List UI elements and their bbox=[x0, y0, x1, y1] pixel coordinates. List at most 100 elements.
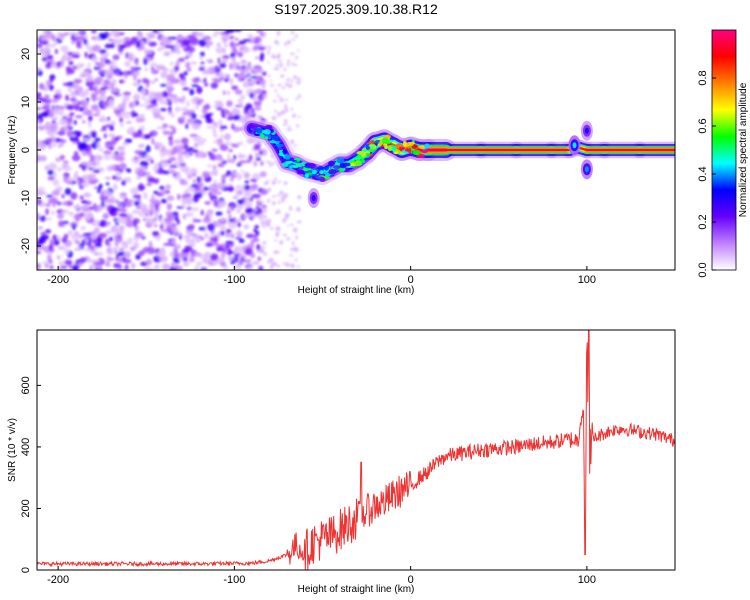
noise-cell bbox=[67, 124, 71, 130]
noise-cell bbox=[46, 44, 56, 47]
noise-cell bbox=[234, 89, 243, 95]
noise-cell bbox=[125, 52, 129, 59]
noise-cell bbox=[216, 42, 221, 47]
noise-cell bbox=[196, 86, 203, 94]
noise-cell bbox=[126, 127, 135, 134]
noise-cell bbox=[48, 162, 57, 170]
noise-cell bbox=[192, 235, 196, 242]
noise-cell bbox=[228, 149, 233, 153]
noise-cell bbox=[213, 104, 220, 109]
noise-cell bbox=[277, 42, 280, 45]
ridge-cell bbox=[365, 144, 370, 150]
noise-cell bbox=[55, 157, 61, 162]
noise-cell bbox=[77, 90, 86, 97]
noise-cell bbox=[277, 93, 279, 98]
noise-cell bbox=[172, 127, 177, 135]
noise-cell bbox=[79, 143, 88, 151]
noise-cell bbox=[154, 144, 160, 150]
noise-cell bbox=[233, 114, 241, 121]
noise-cell bbox=[284, 41, 287, 47]
noise-cell bbox=[98, 183, 103, 189]
noise-cell bbox=[262, 94, 267, 99]
blob-mark bbox=[584, 127, 589, 134]
noise-cell bbox=[254, 105, 262, 111]
noise-cell bbox=[173, 174, 177, 177]
noise-cell bbox=[273, 250, 278, 255]
noise-cell bbox=[90, 155, 94, 163]
noise-cell bbox=[112, 54, 120, 61]
noise-cell bbox=[259, 188, 268, 195]
noise-cell bbox=[282, 86, 285, 90]
noise-cell bbox=[261, 222, 267, 228]
noise-cell bbox=[286, 224, 289, 227]
noise-cell bbox=[124, 60, 131, 67]
noise-cell bbox=[91, 141, 99, 149]
noise-cell bbox=[61, 193, 65, 199]
spectrogram-y-label: Frequency (Hz) bbox=[7, 116, 18, 185]
noise-cell bbox=[73, 120, 77, 125]
noise-cell bbox=[243, 38, 251, 42]
noise-cell bbox=[170, 170, 177, 175]
noise-cell bbox=[135, 41, 141, 48]
noise-cell bbox=[267, 187, 272, 193]
noise-cell bbox=[234, 246, 238, 253]
noise-cell bbox=[222, 37, 227, 45]
noise-cell bbox=[97, 62, 106, 68]
noise-cell bbox=[196, 261, 202, 266]
noise-cell bbox=[41, 40, 48, 46]
ridge-cell bbox=[299, 170, 305, 175]
noise-cell bbox=[45, 165, 49, 171]
noise-cell bbox=[213, 199, 219, 207]
noise-cell bbox=[195, 239, 201, 243]
noise-cell bbox=[272, 161, 275, 166]
noise-cell bbox=[64, 248, 70, 255]
noise-cell bbox=[242, 46, 250, 54]
noise-cell bbox=[45, 217, 53, 221]
noise-cell bbox=[37, 250, 42, 255]
noise-cell bbox=[73, 213, 82, 221]
noise-cell bbox=[216, 107, 223, 111]
noise-cell bbox=[260, 148, 268, 156]
ridge-cell bbox=[399, 146, 405, 151]
x-tick-label: 0 bbox=[408, 274, 414, 286]
noise-cell bbox=[261, 85, 266, 89]
noise-cell bbox=[295, 124, 300, 128]
noise-cell bbox=[110, 79, 117, 84]
noise-cell bbox=[247, 207, 253, 212]
noise-cell bbox=[202, 257, 211, 264]
figure-title: S197.2025.309.10.38.R12 bbox=[274, 1, 438, 17]
noise-cell bbox=[189, 242, 196, 248]
y-tick-label: 200 bbox=[20, 499, 32, 517]
noise-cell bbox=[298, 194, 301, 200]
noise-cell bbox=[259, 220, 268, 224]
noise-cell bbox=[37, 189, 43, 196]
noise-cell bbox=[150, 159, 154, 164]
noise-cell bbox=[66, 68, 75, 75]
snr-x-ticks: -200 -100 0 100 bbox=[47, 566, 596, 586]
noise-cell bbox=[134, 150, 144, 155]
noise-cell bbox=[291, 62, 295, 66]
noise-cell bbox=[105, 182, 110, 186]
noise-cell bbox=[69, 136, 79, 142]
noise-cell bbox=[245, 103, 253, 110]
noise-cell bbox=[245, 70, 250, 75]
noise-cell bbox=[160, 71, 168, 79]
noise-cell bbox=[284, 215, 288, 220]
noise-cell bbox=[289, 223, 294, 226]
noise-cell bbox=[209, 194, 218, 202]
noise-cell bbox=[172, 146, 180, 154]
noise-cell bbox=[135, 254, 141, 260]
noise-cell bbox=[225, 109, 229, 114]
noise-cell bbox=[123, 267, 130, 270]
noise-cell bbox=[253, 228, 258, 233]
noise-cell bbox=[215, 243, 220, 247]
noise-cell bbox=[295, 235, 298, 240]
noise-cell bbox=[61, 237, 68, 243]
noise-cell bbox=[168, 139, 174, 147]
noise-cell bbox=[68, 211, 75, 217]
noise-cell bbox=[198, 67, 205, 71]
noise-cell bbox=[253, 160, 258, 167]
noise-cell bbox=[109, 43, 115, 49]
colorbar: 0.0 0.2 0.4 0.6 0.8 Normalized spectral ampl… bbox=[697, 29, 749, 278]
